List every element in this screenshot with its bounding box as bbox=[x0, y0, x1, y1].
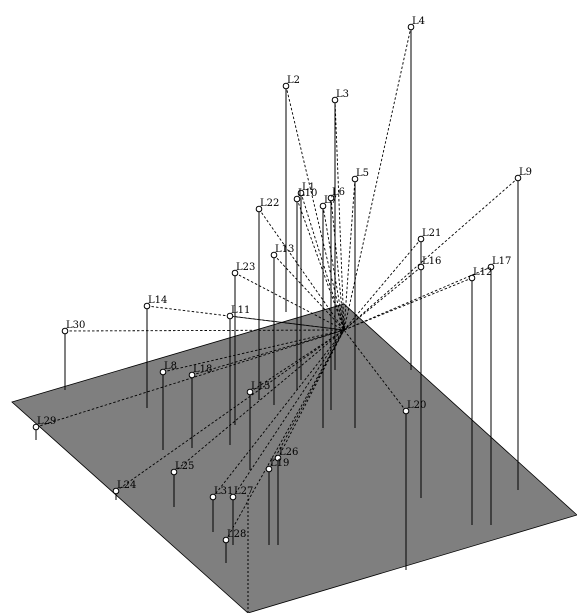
node-label-l12: L12 bbox=[473, 267, 492, 278]
node-l17 bbox=[487, 263, 495, 271]
node-l3 bbox=[331, 96, 339, 104]
edge-l22 bbox=[258, 208, 345, 331]
node-label-l15: L15 bbox=[251, 381, 270, 392]
edge-l8 bbox=[162, 329, 345, 373]
node-label-l8: L8 bbox=[164, 361, 177, 372]
node-label-l7: L7 bbox=[324, 195, 337, 206]
node-label-l30: L30 bbox=[66, 320, 85, 331]
node-l10 bbox=[293, 195, 301, 203]
edge-l19 bbox=[268, 329, 345, 470]
node-label-l31: L31 bbox=[214, 486, 233, 497]
node-label-l5: L5 bbox=[356, 168, 369, 179]
node-label-l29: L29 bbox=[37, 416, 56, 427]
ground-plane bbox=[11, 303, 577, 613]
node-l31 bbox=[209, 493, 217, 501]
edge-l10 bbox=[296, 198, 345, 331]
node-label-l18: L18 bbox=[193, 364, 212, 375]
edge-l9 bbox=[343, 177, 519, 331]
node-l7 bbox=[319, 202, 327, 210]
node-l13 bbox=[270, 251, 278, 259]
edge-l15 bbox=[249, 329, 345, 393]
node-l19 bbox=[265, 465, 273, 473]
node-label-l23: L23 bbox=[236, 262, 255, 273]
node-l8 bbox=[159, 368, 167, 376]
node-label-l27: L27 bbox=[234, 486, 253, 497]
node-l24 bbox=[112, 487, 120, 495]
edge-l11 bbox=[229, 315, 345, 331]
node-label-l4: L4 bbox=[412, 16, 425, 27]
edge-l26 bbox=[277, 329, 345, 459]
edge-l12 bbox=[343, 277, 473, 331]
node-l1 bbox=[297, 189, 305, 197]
node-l11 bbox=[226, 312, 234, 320]
node-label-l13: L13 bbox=[275, 244, 294, 255]
edge-l7 bbox=[322, 205, 345, 331]
edge-l30 bbox=[64, 329, 345, 332]
node-l30 bbox=[61, 327, 69, 335]
node-l9 bbox=[514, 174, 522, 182]
edge-l21 bbox=[343, 238, 422, 331]
node-l23 bbox=[231, 269, 239, 277]
node-label-l28: L28 bbox=[227, 529, 246, 540]
node-label-l24: L24 bbox=[117, 480, 136, 491]
node-l26 bbox=[274, 454, 282, 462]
edge-l16 bbox=[343, 266, 422, 331]
edges-layer bbox=[35, 26, 519, 541]
edge-l1 bbox=[300, 192, 345, 331]
node-label-l26: L26 bbox=[279, 447, 298, 458]
edge-l31 bbox=[212, 329, 345, 498]
edge-l18 bbox=[191, 329, 345, 376]
node-l22 bbox=[255, 205, 263, 213]
node-label-l25: L25 bbox=[175, 461, 194, 472]
edge-l13 bbox=[273, 254, 345, 331]
node-label-l3: L3 bbox=[336, 89, 349, 100]
node-l6 bbox=[327, 194, 335, 202]
node-l14 bbox=[143, 302, 151, 310]
node-l5 bbox=[351, 175, 359, 183]
node-l25 bbox=[170, 468, 178, 476]
node-label-l9: L9 bbox=[519, 167, 532, 178]
stems-layer bbox=[35, 27, 519, 612]
node-l28 bbox=[222, 536, 230, 544]
edge-l20 bbox=[343, 329, 407, 412]
node-l29 bbox=[32, 423, 40, 431]
node-label-l1: L1 bbox=[302, 182, 315, 193]
edge-l24 bbox=[115, 329, 345, 492]
node-l4 bbox=[407, 23, 415, 31]
node-l16 bbox=[417, 263, 425, 271]
node-l2 bbox=[282, 82, 290, 90]
edge-l2 bbox=[285, 85, 345, 331]
node-label-l16: L16 bbox=[422, 256, 441, 267]
edge-l4 bbox=[343, 26, 412, 331]
node-l12 bbox=[468, 274, 476, 282]
edge-l27 bbox=[232, 329, 345, 498]
node-label-l20: L20 bbox=[407, 400, 426, 411]
node-l15 bbox=[246, 388, 254, 396]
node-label-l2: L2 bbox=[287, 75, 300, 86]
node-label-l6: L6 bbox=[332, 187, 345, 198]
node-l18 bbox=[188, 371, 196, 379]
edge-l25 bbox=[173, 329, 345, 473]
node-l20 bbox=[402, 407, 410, 415]
edge-l17 bbox=[343, 266, 492, 331]
node-label-l11: L11 bbox=[231, 305, 250, 316]
node-label-l17: L17 bbox=[492, 256, 511, 267]
node-label-l14: L14 bbox=[148, 295, 167, 306]
node-label-l22: L22 bbox=[260, 198, 279, 209]
edge-l3 bbox=[334, 99, 345, 331]
node-label-l19: L19 bbox=[270, 458, 289, 469]
node-l21 bbox=[417, 235, 425, 243]
node-label-l10: L10 bbox=[298, 188, 317, 199]
edge-l5 bbox=[343, 178, 356, 331]
node-l27 bbox=[229, 493, 237, 501]
node-label-l21: L21 bbox=[422, 228, 441, 239]
